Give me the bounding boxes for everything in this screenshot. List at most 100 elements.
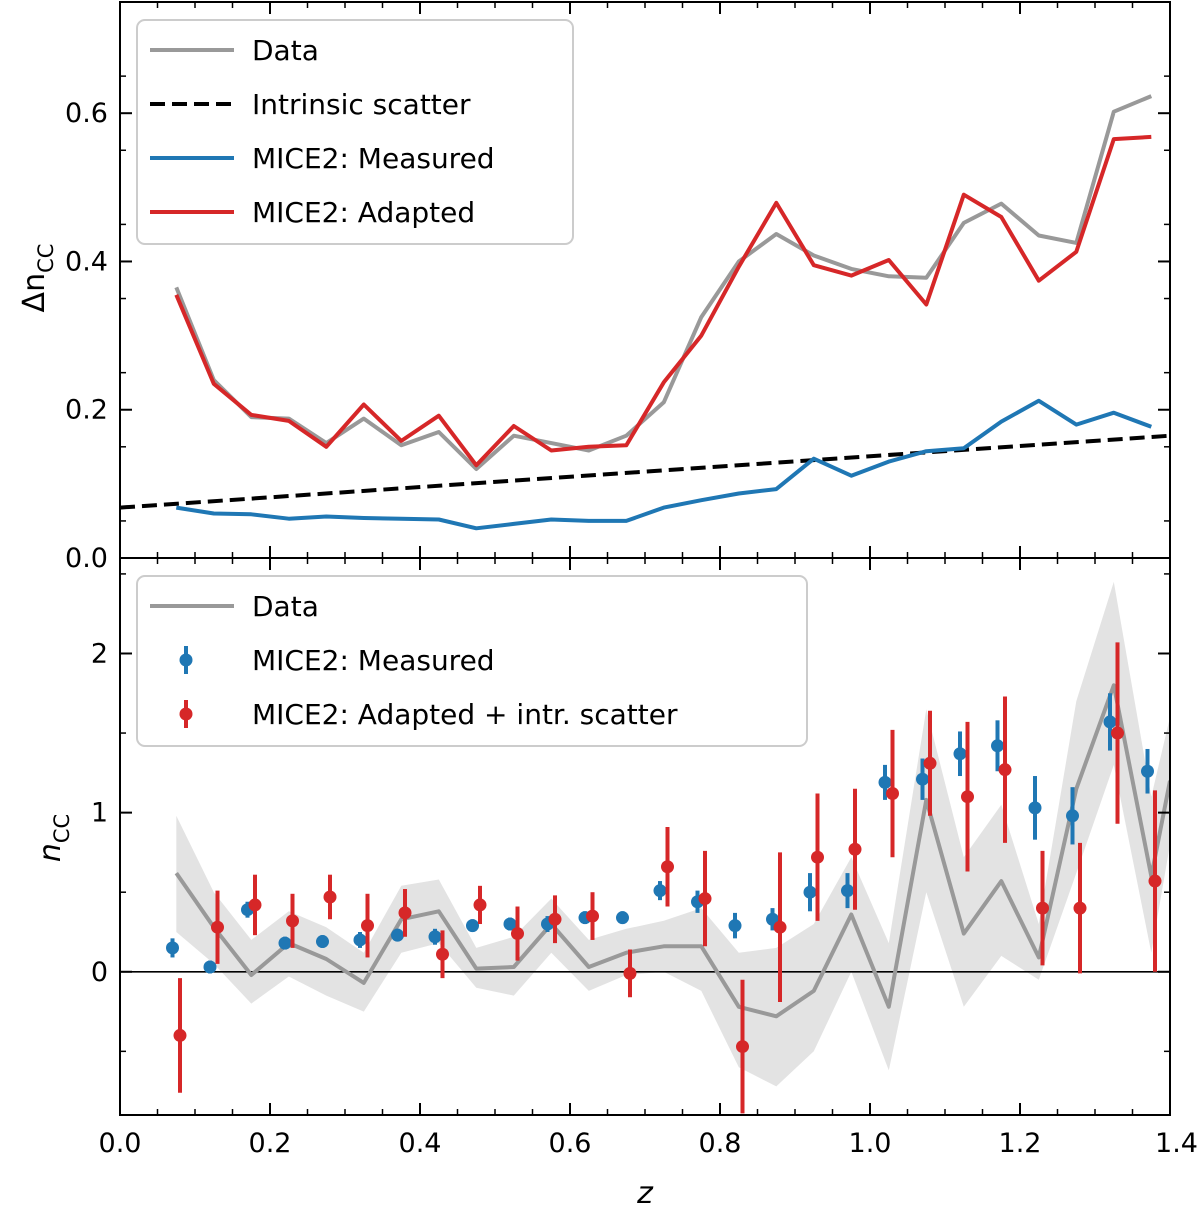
top-y-tick-label: 0.4 [65,246,108,277]
x-tick-label: 1.2 [999,1128,1042,1159]
legend2-measured-label: MICE2: Measured [252,644,495,677]
data-point [661,860,674,874]
legend2-adapted-label: MICE2: Adapted + intr. scatter [252,698,678,731]
bottom-legend-box [136,575,808,747]
bottom-y-tick-label: 0 [91,957,108,988]
data-point [773,920,787,934]
data-point [203,960,217,974]
data-point [548,912,562,926]
top-y-tick-label: 0.0 [65,543,108,574]
top-y-axis-label: ΔnCC [17,244,58,313]
data-point [998,763,1012,777]
bottom-y-tick-label: 2 [91,638,108,669]
data-point [803,885,817,899]
data-point [248,898,262,912]
data-point [428,930,442,944]
top-legend: Data Intrinsic scatter MICE2: Measured M… [136,19,574,245]
data-point [1103,715,1117,729]
legend-scatter-label: Intrinsic scatter [252,88,471,121]
data-point [503,917,517,931]
data-point [316,935,329,949]
data-point [841,884,854,898]
x-tick-label: 0.8 [699,1128,742,1159]
x-tick-label: 0.2 [249,1128,292,1159]
data-point [1036,901,1049,915]
bottom-y-label-main: n [33,843,68,862]
data-point [211,920,224,934]
bottom-legend: Data MICE2: Measured MICE2: Adapted + in… [136,575,808,747]
data-point [286,914,299,928]
data-point [511,927,524,941]
x-tick-label: 0.4 [399,1128,442,1159]
top-y-tick-labels: 0.0 0.2 0.4 0.6 [65,98,108,574]
top-y-label-main: Δn [17,273,52,313]
data-point [878,775,892,789]
data-point [473,898,487,912]
legend-data-label: Data [252,34,319,67]
data-point [361,919,374,933]
legend-adapted-label: MICE2: Adapted [252,196,475,229]
data-point [623,966,637,980]
data-point [586,909,599,923]
bottom-panel: 0 1 2 0.0 0.2 0.4 0.6 0.8 1.0 1.2 1.4 nCC z Data … [33,557,1198,1207]
data-point [391,928,404,942]
data-point [323,890,337,904]
data-point [173,1028,187,1042]
data-point [1141,764,1154,778]
top-y-tick-label: 0.2 [65,395,108,426]
top-y-label-sub: CC [34,244,58,273]
data-point [398,906,412,920]
x-tick-label: 1.4 [1155,1128,1198,1159]
data-point [728,919,742,933]
data-point [886,787,899,801]
bottom-y-label-sub: CC [50,814,74,843]
data-point [953,747,967,761]
data-point [1028,801,1042,815]
series-line-data [174,683,1170,1019]
bottom-ticks [119,558,1171,1115]
data-point [653,884,667,898]
data-point [698,892,712,906]
data-point [436,947,449,961]
x-tick-label: 0.0 [99,1128,142,1159]
bottom-y-tick-labels: 0 1 2 [91,638,108,987]
x-tick-label: 1.0 [849,1128,892,1159]
data-point [991,739,1004,753]
data-point [811,850,824,864]
top-plot-area [120,94,1170,531]
data-point [916,772,929,786]
series-mice2-measured [166,693,1154,974]
top-y-tick-label: 0.6 [65,98,108,129]
data-point [1148,874,1162,888]
data-point [736,1040,749,1054]
legend-measured-label: MICE2: Measured [252,142,495,175]
top-legend-box [136,19,574,245]
data-point [466,919,479,933]
data-point [353,933,367,947]
data-point [616,911,629,925]
series-line-mice2-adapted [174,134,1152,468]
top-ticks [119,1,1171,559]
bottom-x-tick-labels: 0.0 0.2 0.4 0.6 0.8 1.0 1.2 1.4 [99,1128,1198,1159]
legend2-adapted-marker [179,707,193,721]
data-point [1066,809,1079,823]
legend2-measured-marker [179,653,193,667]
data-point [278,936,292,950]
top-panel: 0.0 0.2 0.4 0.6 ΔnCC Data Intrinsic scatter… [17,1,1171,574]
series-line-intrinsic-scatter [120,433,1170,510]
data-point [166,941,179,955]
data-point [961,790,974,804]
data-point [848,842,862,856]
data-point [923,756,937,770]
bottom-y-tick-label: 1 [91,798,108,829]
x-tick-label: 0.6 [549,1128,592,1159]
series-mice2-adapted-intr-scatter [173,642,1162,1114]
bottom-y-axis-label: nCC [33,814,74,862]
data-point [1073,901,1087,915]
bottom-plot-area [120,581,1170,1114]
x-axis-label: z [636,1176,654,1203]
legend2-data-label: Data [252,590,319,623]
data-point [1111,726,1124,740]
